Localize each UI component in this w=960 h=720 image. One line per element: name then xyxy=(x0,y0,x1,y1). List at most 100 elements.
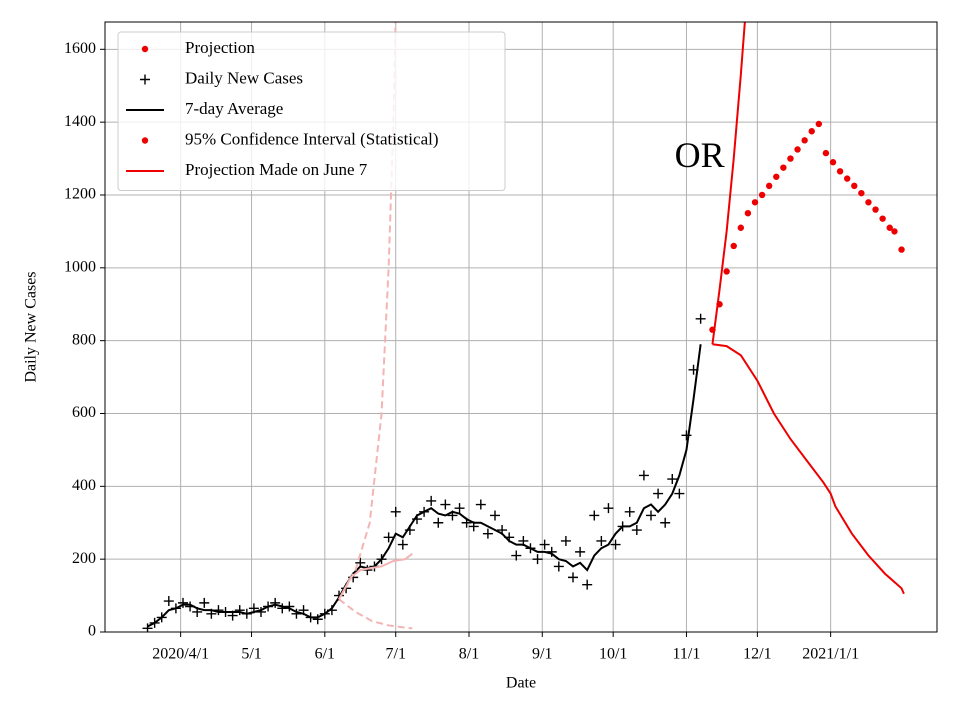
data-point xyxy=(178,597,188,608)
y-tick-label: 0 xyxy=(88,623,96,640)
data-point xyxy=(858,189,865,197)
legend-marker xyxy=(141,137,149,144)
legend-label: Projection Made on June 7 xyxy=(185,160,368,179)
data-point xyxy=(660,517,671,528)
series-line xyxy=(147,344,702,628)
y-tick-label: 1400 xyxy=(64,113,96,130)
y-tick-label: 800 xyxy=(72,331,96,348)
data-point xyxy=(808,128,815,135)
data-point xyxy=(822,149,830,157)
data-point xyxy=(511,550,522,561)
data-point xyxy=(801,137,808,144)
plot-area xyxy=(142,22,905,632)
data-point xyxy=(773,173,780,180)
y-tick-label: 200 xyxy=(72,550,96,567)
data-point xyxy=(674,488,685,499)
data-point xyxy=(695,313,706,324)
axes: 0 200 400 600 800 1000 1200 1400 1600 2020/4/1 5/1… xyxy=(64,40,859,663)
series-line xyxy=(338,552,413,600)
data-point xyxy=(879,215,886,222)
data-point xyxy=(568,572,578,583)
data-point xyxy=(383,532,394,543)
data-point xyxy=(603,503,614,514)
data-point xyxy=(758,191,766,199)
data-point xyxy=(667,474,678,485)
x-tick-label: 8/1 xyxy=(459,646,479,663)
x-tick-label: 2020/4/1 xyxy=(152,646,209,663)
y-tick-label: 1200 xyxy=(64,186,96,203)
data-point xyxy=(575,546,586,557)
data-point xyxy=(163,596,174,607)
legend-marker xyxy=(141,45,149,53)
data-point xyxy=(646,510,656,521)
data-point xyxy=(610,539,621,550)
series-line xyxy=(711,22,746,345)
data-point xyxy=(765,182,773,190)
data-point xyxy=(744,209,752,217)
data-point xyxy=(270,597,281,608)
data-point xyxy=(631,525,642,536)
data-point xyxy=(582,579,593,590)
data-point xyxy=(490,510,500,521)
data-point xyxy=(624,506,635,517)
data-point xyxy=(898,246,905,253)
series-line xyxy=(712,343,905,595)
data-point xyxy=(891,228,898,235)
legend: Projection Daily New Cases 7-day Average 95… xyxy=(117,31,506,191)
data-point xyxy=(532,554,543,565)
data-point xyxy=(872,206,879,213)
y-axis-label: Daily New Cases xyxy=(23,271,40,382)
data-point xyxy=(829,159,837,166)
data-point xyxy=(865,199,872,206)
data-point xyxy=(815,120,823,128)
data-point xyxy=(475,499,486,510)
data-point xyxy=(638,470,649,481)
data-point xyxy=(390,506,401,517)
data-point xyxy=(730,242,737,250)
y-tick-label: 600 xyxy=(72,404,96,421)
axes-frame xyxy=(104,21,938,633)
data-point xyxy=(560,535,571,546)
data-point xyxy=(794,146,801,153)
x-tick-label: 10/1 xyxy=(599,646,627,663)
x-tick-label: 7/1 xyxy=(386,646,406,663)
legend-label: 95% Confidence Interval (Statistical) xyxy=(185,129,439,148)
x-tick-label: 12/1 xyxy=(743,646,771,663)
series-line xyxy=(338,598,413,630)
x-tick-label: 9/1 xyxy=(532,646,552,663)
data-point xyxy=(596,535,607,546)
x-tick-label: 2021/1/1 xyxy=(802,646,859,663)
data-point xyxy=(312,614,323,625)
data-point xyxy=(482,528,493,539)
legend-box xyxy=(117,31,506,191)
data-point xyxy=(787,155,794,162)
x-tick-label: 5/1 xyxy=(241,646,261,663)
x-axis-label: Date xyxy=(506,675,536,692)
data-point xyxy=(440,499,451,510)
y-tick-label: 1600 xyxy=(64,40,96,57)
data-point xyxy=(653,488,664,499)
y-tick-label: 400 xyxy=(72,477,96,494)
data-point xyxy=(553,561,564,572)
legend-label: 7-day Average xyxy=(185,99,283,118)
x-tick-label: 11/1 xyxy=(673,646,701,663)
data-point xyxy=(433,517,444,528)
data-point xyxy=(780,164,787,171)
legend-label: Projection xyxy=(185,38,255,57)
data-point xyxy=(234,605,245,616)
data-point xyxy=(454,503,465,514)
data-point xyxy=(426,495,437,506)
data-point xyxy=(199,597,210,608)
data-point xyxy=(539,539,550,550)
legend-label: Daily New Cases xyxy=(185,68,303,87)
data-point xyxy=(723,268,730,275)
data-point xyxy=(843,175,851,182)
legend-marker xyxy=(140,74,150,85)
annotation: OR xyxy=(675,135,725,175)
y-tick-label: 1000 xyxy=(64,258,96,275)
data-point xyxy=(681,430,692,441)
data-point xyxy=(851,182,858,190)
data-point xyxy=(886,224,893,231)
